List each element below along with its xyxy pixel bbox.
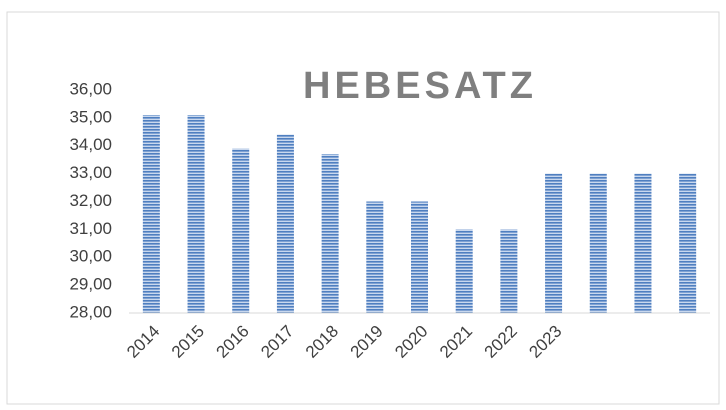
y-tick-label: 35,00 [69, 107, 112, 126]
bar [545, 173, 563, 313]
y-tick-label: 31,00 [69, 219, 112, 238]
y-tick-label: 32,00 [69, 191, 112, 210]
bar [366, 201, 384, 313]
bar [232, 148, 250, 313]
bar [142, 115, 160, 314]
y-tick-label: 34,00 [69, 135, 112, 154]
y-tick-label: 28,00 [69, 302, 112, 321]
bar [187, 115, 205, 314]
y-tick-label: 33,00 [69, 163, 112, 182]
bar [455, 229, 473, 313]
y-tick-label: 36,00 [69, 79, 112, 98]
bar [411, 201, 428, 313]
bar [321, 154, 339, 313]
bar [679, 173, 697, 313]
bar [634, 173, 652, 313]
y-tick-label: 30,00 [69, 247, 112, 266]
bar [589, 173, 607, 313]
chart-title: HEBESATZ [303, 65, 537, 107]
y-tick-label: 29,00 [69, 275, 112, 294]
bar [276, 134, 294, 313]
bar [500, 229, 518, 313]
